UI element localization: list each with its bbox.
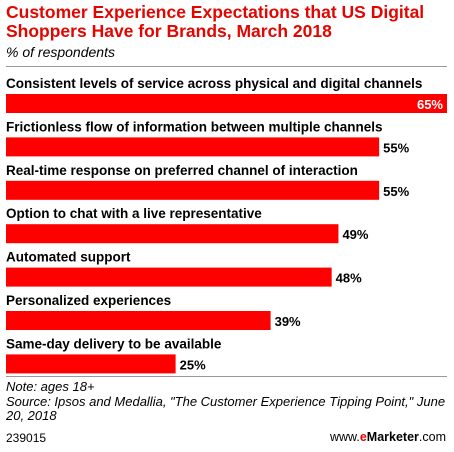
- value-label: 39%: [275, 314, 301, 329]
- chart-title: Customer Experience Expectations that US…: [6, 2, 425, 41]
- value-label: 25%: [180, 357, 206, 372]
- chart-note: Note: ages 18+: [6, 379, 95, 394]
- bar: [6, 180, 380, 200]
- category-label: Automated support: [6, 250, 131, 265]
- value-label: 49%: [342, 227, 368, 242]
- bar: [6, 311, 271, 330]
- bar-chart: Consistent levels of service across phys…: [6, 76, 447, 374]
- value-label: 55%: [383, 140, 409, 155]
- category-label: Consistent levels of service across phys…: [6, 76, 422, 91]
- bar: [6, 354, 176, 374]
- chart-id: 239015: [6, 431, 47, 445]
- bar: [6, 137, 380, 157]
- value-label: 65%: [417, 97, 443, 112]
- bar: [6, 94, 447, 113]
- bar: [6, 224, 339, 244]
- category-label: Frictionless flow of information between…: [6, 119, 383, 134]
- bar: [6, 267, 332, 287]
- value-label: 55%: [383, 184, 409, 199]
- category-label: Same-day delivery to be available: [6, 336, 222, 351]
- bottom-divider: [6, 376, 447, 377]
- brand-logo: www.eMarketer.com: [329, 430, 446, 444]
- category-label: Option to chat with a live representativ…: [6, 206, 262, 221]
- category-label: Real-time response on preferred channel …: [6, 163, 358, 178]
- category-label: Personalized experiences: [6, 293, 171, 308]
- top-divider: [6, 66, 447, 67]
- value-label: 48%: [336, 271, 362, 286]
- chart-source: Source: Ipsos and Medallia, "The Custome…: [6, 394, 446, 423]
- chart-subtitle: % of respondents: [6, 44, 115, 60]
